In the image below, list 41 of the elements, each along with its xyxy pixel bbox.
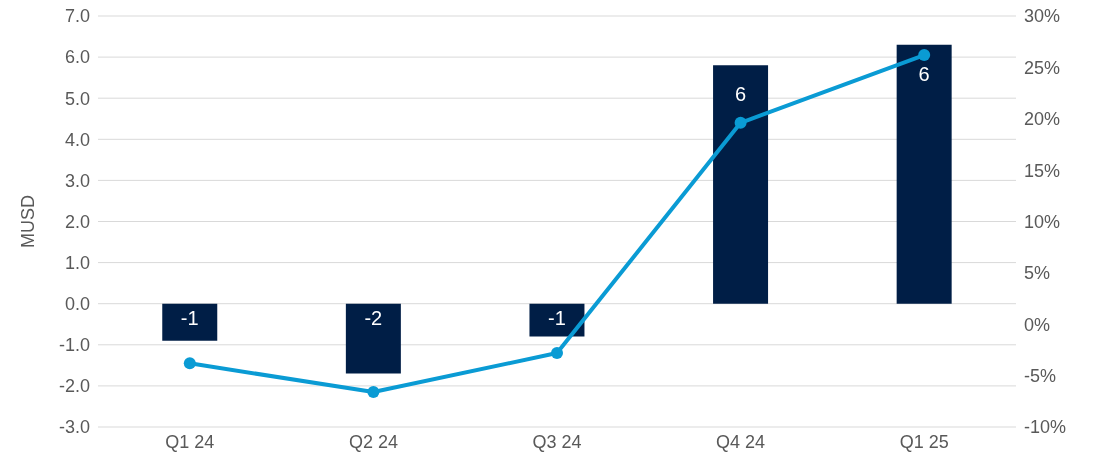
data-label: -2 [364,306,383,329]
point [734,116,747,129]
x-tick-label: Q3 24 [532,431,582,452]
y2-tick-label: 5% [1024,263,1051,284]
x-tick-label: Q1 24 [165,431,215,452]
data-label: 6 [918,62,930,85]
y-tick-label: 3.0 [64,170,90,191]
x-tick-label: Q4 24 [716,431,766,452]
x-tick-label: Q1 25 [899,431,949,452]
y-axis-title: MUSD [18,195,39,248]
data-label: -1 [180,306,199,329]
y-tick-label: 2.0 [64,211,90,232]
y-tick-label: -3.0 [58,417,90,438]
y-tick-label: 4.0 [64,129,90,150]
x-tick-label: Q2 24 [348,431,398,452]
y-tick-label: 5.0 [64,88,90,109]
bar [896,44,952,304]
y-tick-label: 6.0 [64,47,90,68]
y2-tick-label: 15% [1024,160,1061,181]
y2-tick-label: -10% [1024,417,1067,438]
point [367,386,380,399]
y2-tick-label: 30% [1024,6,1061,27]
y-tick-label: -2.0 [58,376,90,397]
point [183,357,196,370]
bar [345,303,401,374]
bar [529,303,585,337]
y2-tick-label: -5% [1024,366,1057,387]
y-tick-label: -1.0 [58,335,90,356]
y-tick-label: 1.0 [64,252,90,273]
data-label: -1 [548,306,566,329]
y-tick-label: 7.0 [64,6,90,27]
point [918,49,931,62]
y2-tick-label: 0% [1024,314,1051,335]
y2-tick-label: 20% [1024,109,1061,130]
bar [162,303,218,341]
data-label: 6 [735,83,747,106]
y-tick-label: 0.0 [64,294,90,315]
y2-tick-label: 10% [1024,211,1061,232]
y2-tick-label: 25% [1024,57,1061,78]
bar [713,65,769,304]
point [551,347,563,360]
